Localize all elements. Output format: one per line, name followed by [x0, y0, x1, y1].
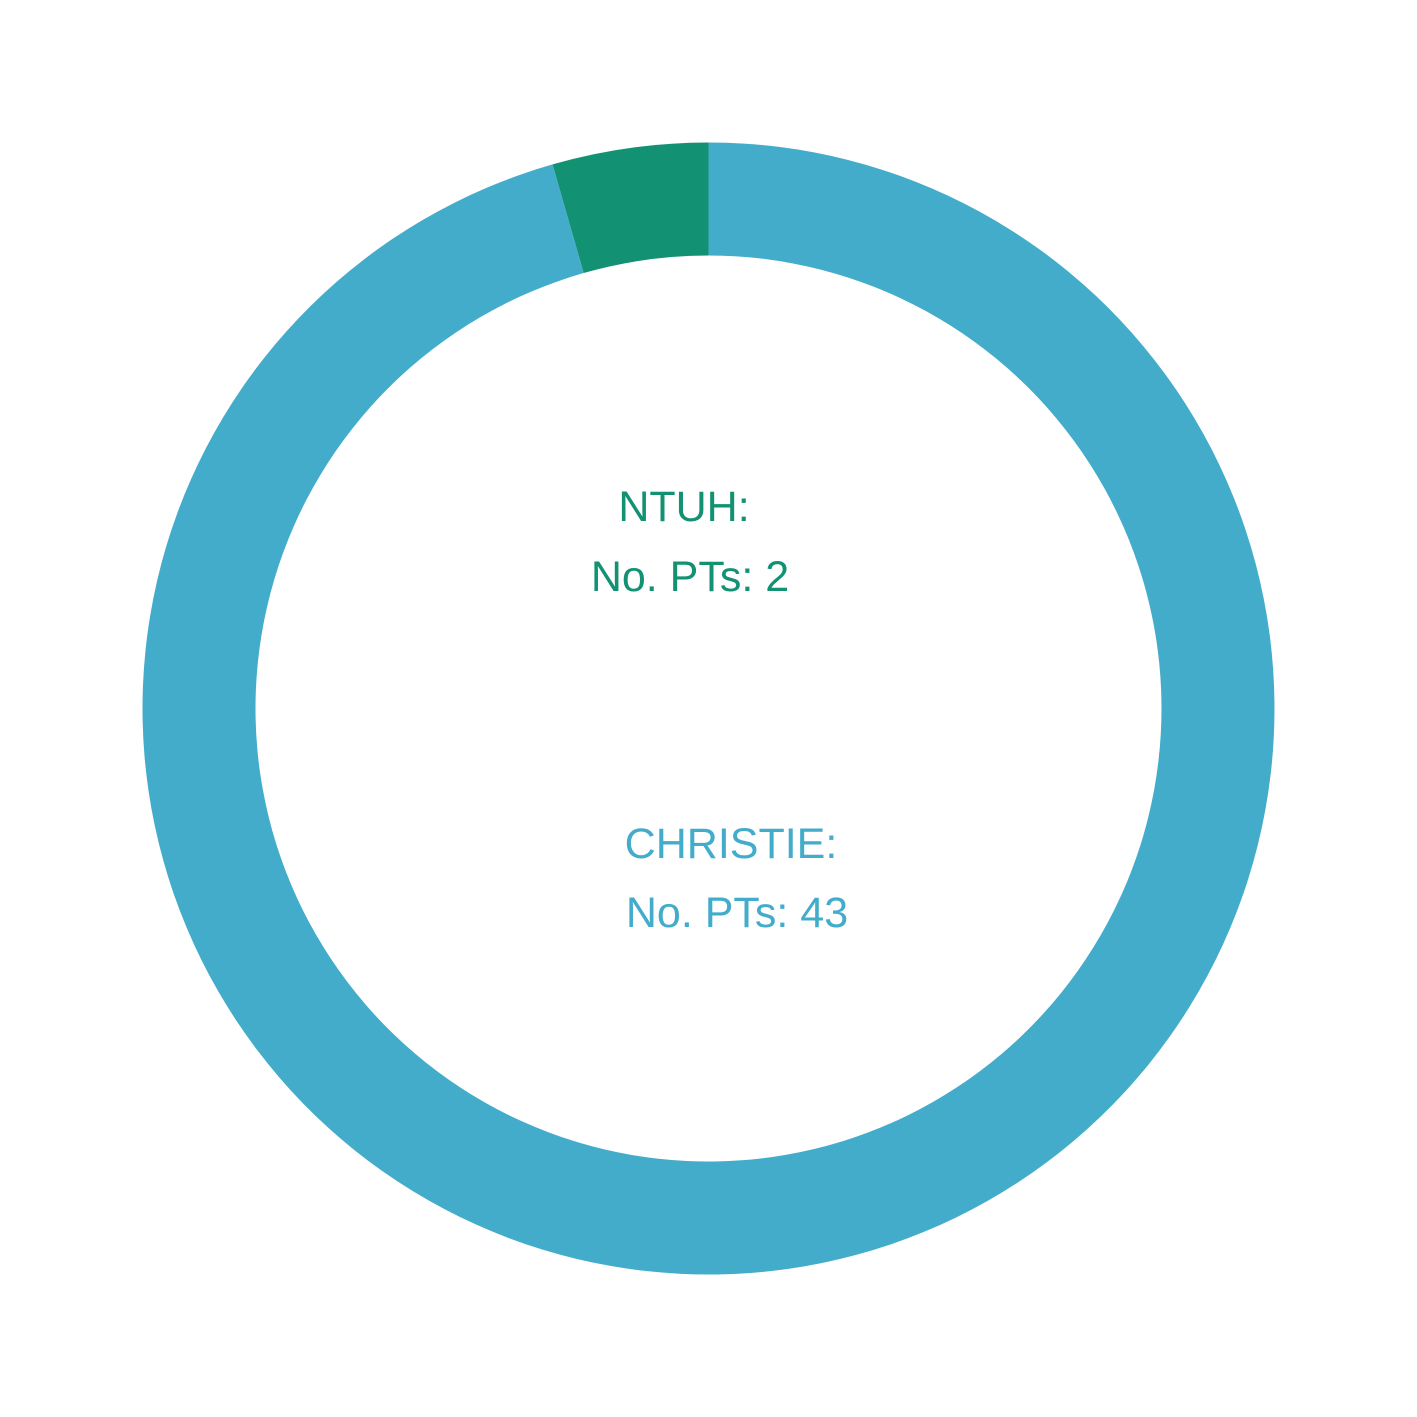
donut-slices: [142, 142, 1275, 1275]
slice-label-ntuh-value: No. PTs: 2: [591, 553, 789, 601]
slice-label-ntuh-name: NTUH:: [618, 483, 749, 531]
donut-slice-ntuh: [552, 142, 709, 274]
donut-slice-christie: [142, 142, 1275, 1275]
slice-label-christie-value: No. PTs: 43: [626, 889, 848, 937]
slice-label-christie-name: CHRISTIE:: [625, 820, 838, 868]
